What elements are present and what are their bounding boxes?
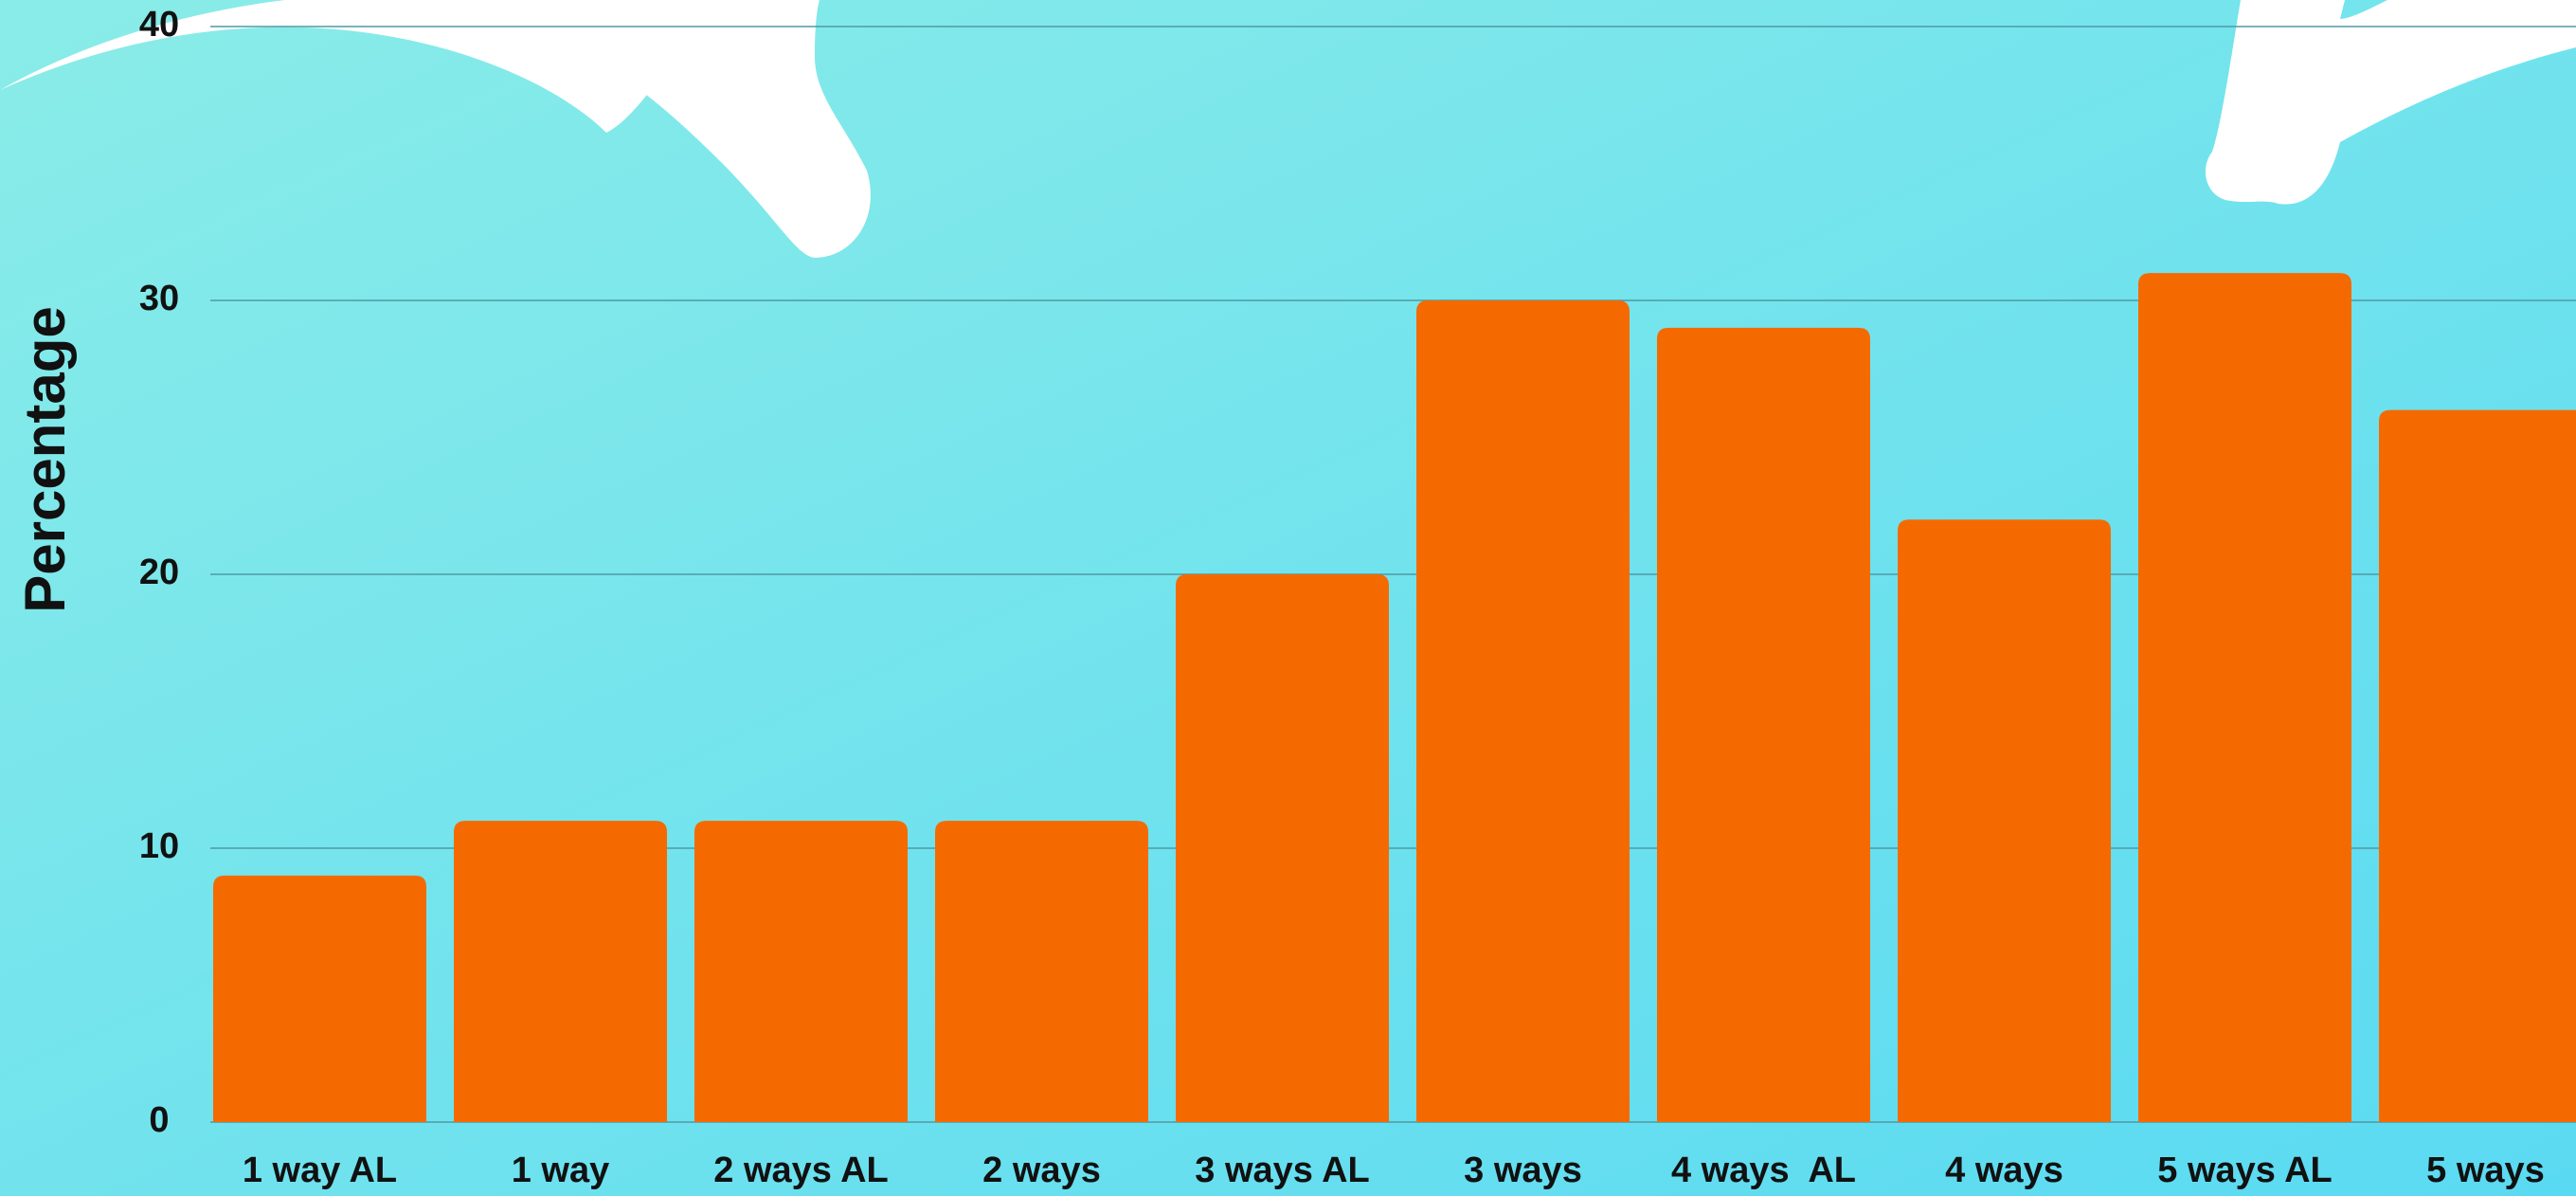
y-tick-label: 0	[149, 1100, 169, 1140]
x-tick-label: 5 ways AL	[2157, 1151, 2332, 1190]
x-tick-label: 3 ways AL	[1195, 1151, 1369, 1190]
bar	[1657, 327, 1870, 1122]
x-tick-label: 3 ways	[1464, 1151, 1582, 1190]
bar	[1176, 574, 1389, 1122]
y-tick-label: 40	[139, 5, 179, 45]
y-tick-label: 30	[139, 279, 179, 318]
x-tick-label: 2 ways AL	[713, 1151, 888, 1190]
y-tick-label: 10	[139, 826, 179, 866]
x-tick-label: 5 ways	[2426, 1151, 2545, 1190]
blob	[0, 0, 720, 133]
bar	[1898, 519, 2111, 1122]
decoration	[0, 0, 2576, 258]
bar	[454, 821, 667, 1122]
y-tick-label: 20	[139, 553, 179, 592]
bar	[2138, 273, 2351, 1123]
x-tick-label: 1 way	[512, 1151, 610, 1190]
y-axis-label: Percentage	[13, 306, 77, 613]
bar	[935, 821, 1148, 1122]
blob	[2205, 0, 2576, 205]
bar	[1416, 300, 1630, 1122]
x-tick-label: 2 ways	[982, 1151, 1101, 1190]
bar	[213, 875, 426, 1122]
bar	[2379, 409, 2576, 1122]
x-tick-label: 4 ways AL	[1671, 1151, 1856, 1190]
bar	[694, 821, 908, 1122]
blob	[455, 0, 871, 258]
x-tick-label: 1 way AL	[243, 1151, 397, 1190]
x-tick-label: 4 ways	[1945, 1151, 2063, 1190]
